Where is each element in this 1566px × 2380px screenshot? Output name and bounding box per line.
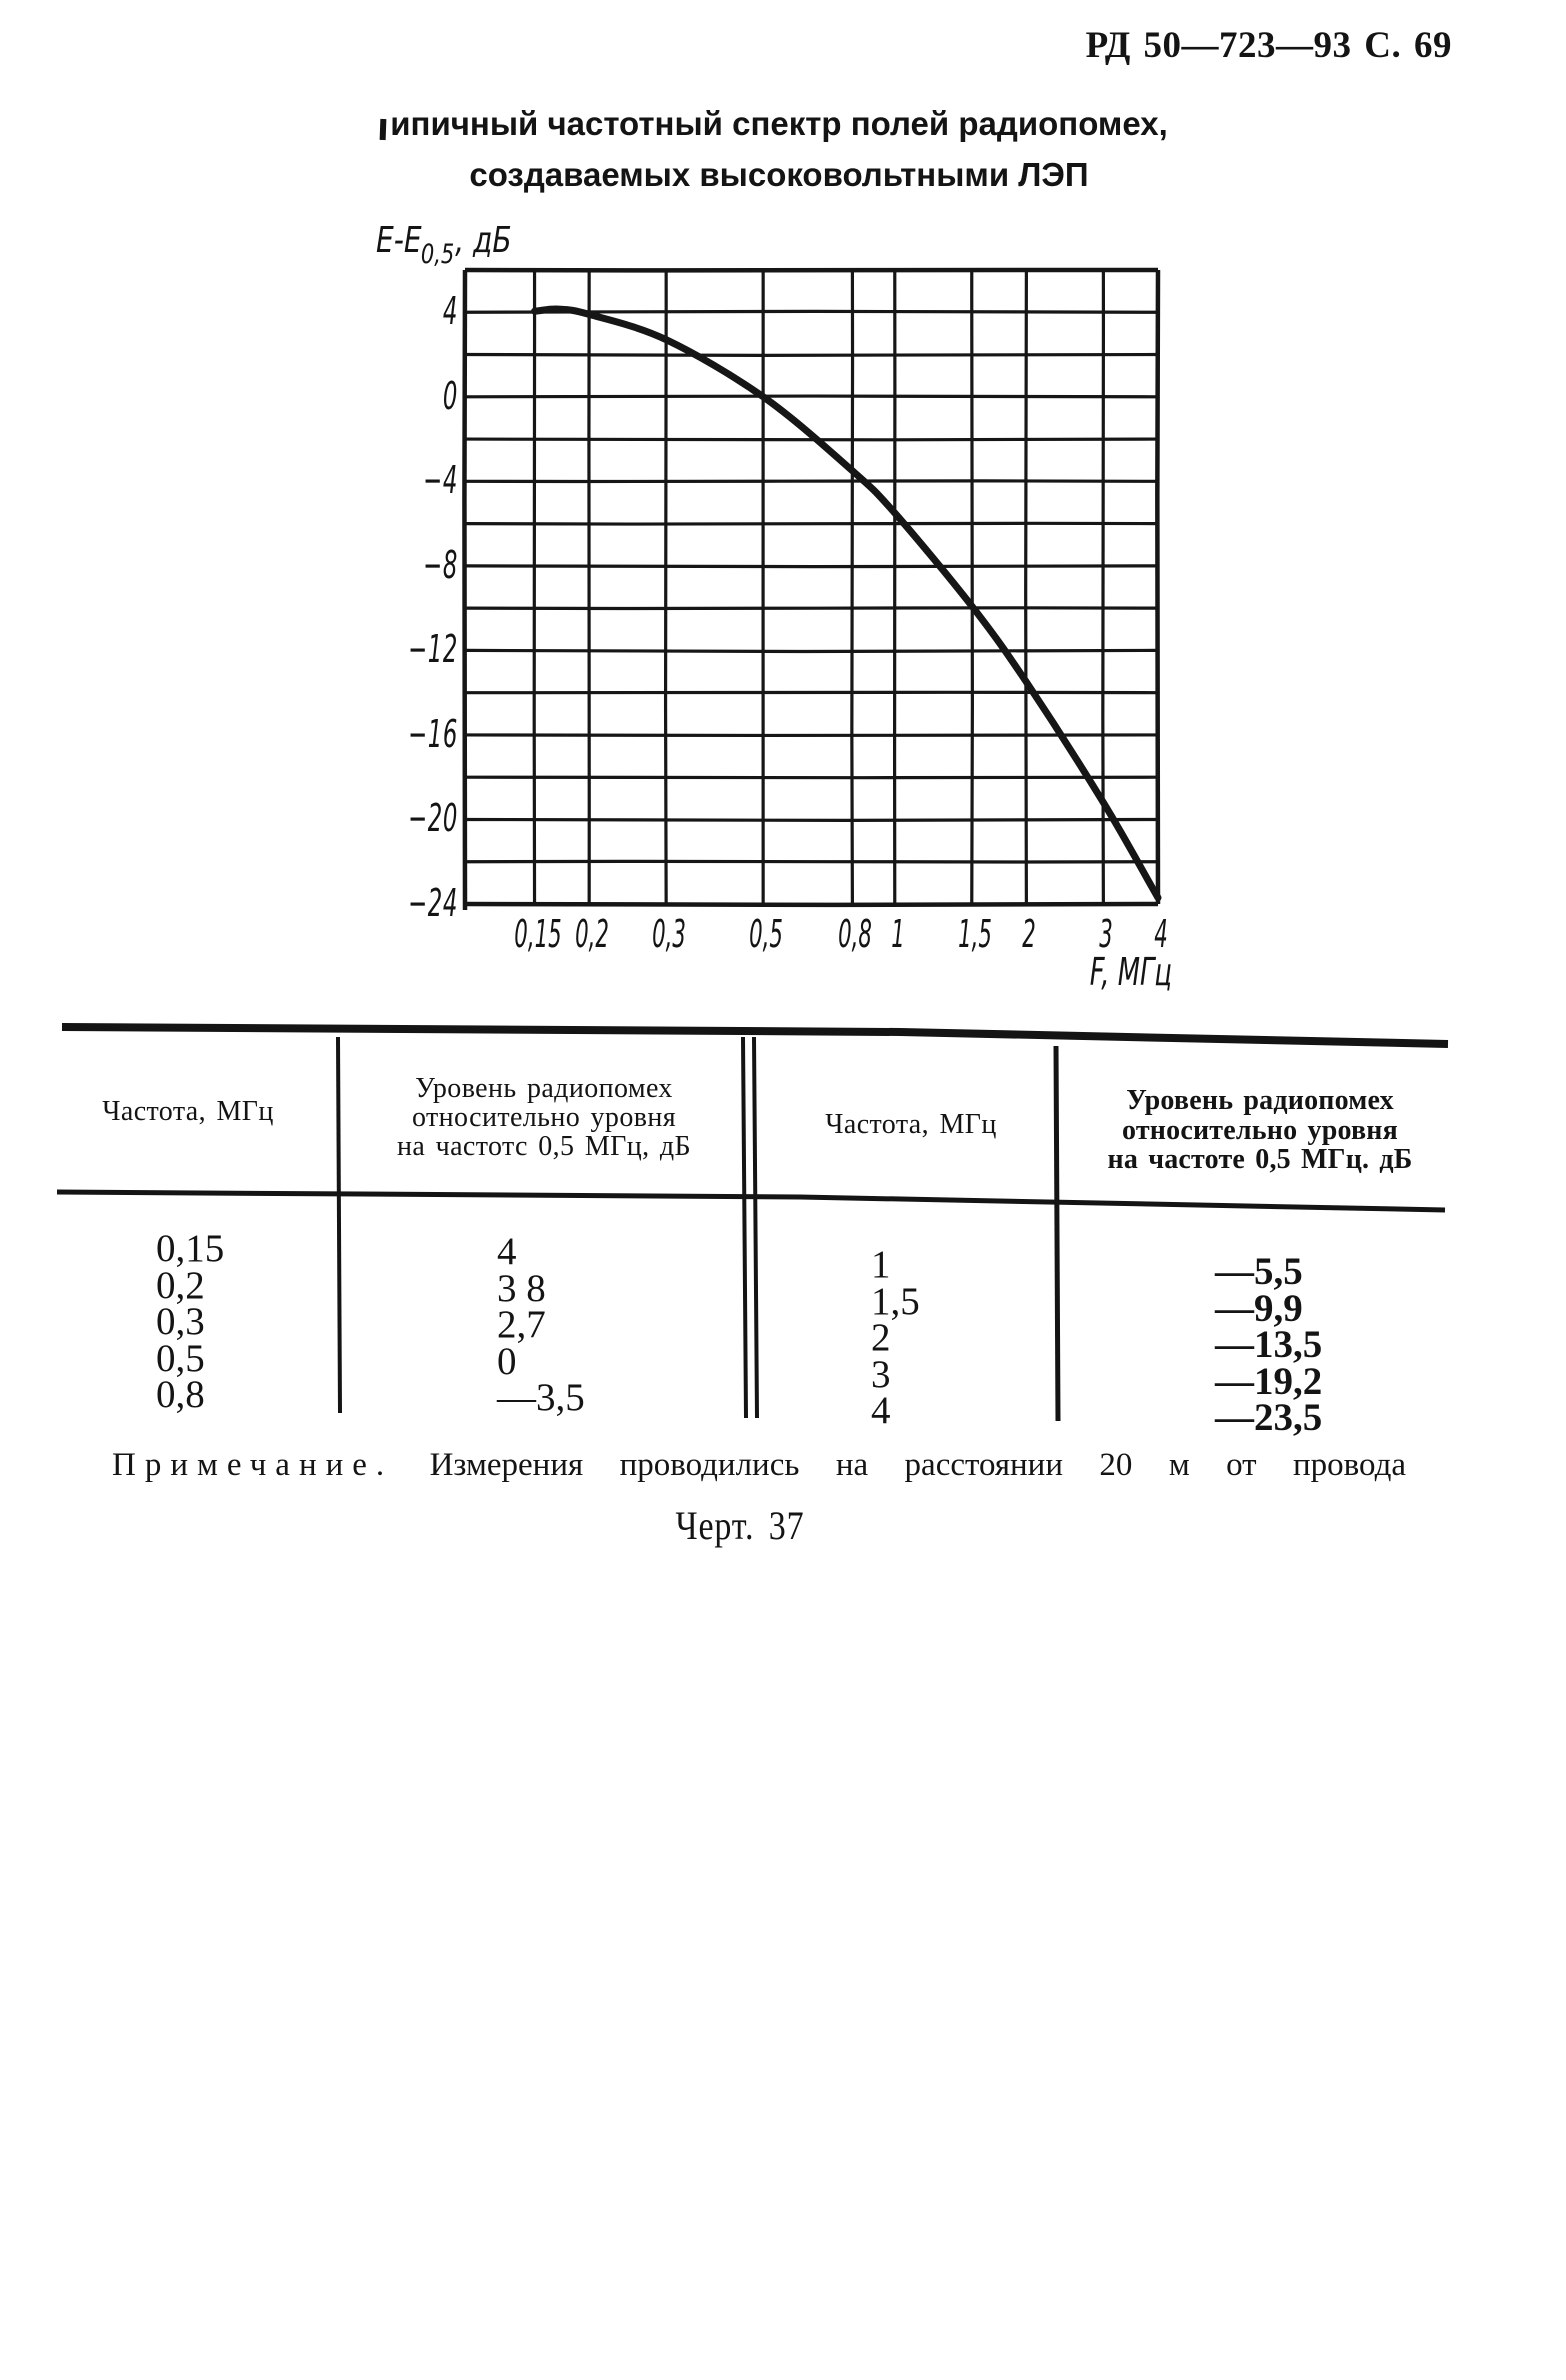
x-tick-label: 0,2 [575,912,610,956]
table-col3-values: 1 1,5 2 3 4 [871,1243,920,1433]
table-col1-values: 0,15 0,2 0,3 0,5 0,8 [156,1227,225,1417]
table-cell: 2,7 [497,1303,546,1347]
x-axis-title: F, МГц [1089,950,1172,994]
x-tick-label: 0,15 [513,912,562,956]
y-tick-label: −20 [408,796,458,841]
table-cell: —19,2 [1215,1359,1323,1403]
table-separator-2b [752,1036,759,1419]
table-header-col1: Частота, МГц [102,1096,274,1127]
y-tick-label: −8 [423,542,458,587]
x-tick-label: 4 [1154,912,1168,956]
note-text: Измерения проводились на расстоянии 20 м… [429,1447,1407,1483]
table-rules [56,1023,1449,1422]
table-cell: —23,5 [1215,1396,1323,1440]
table-cell: 2 [871,1316,891,1360]
figure-title: ипичный частотный спектр полей радиопоме… [92,98,1466,200]
table-separator-1 [336,1036,342,1414]
table-header-col2-line3: на частотс 0,5 МГц, дБ [396,1131,692,1162]
y-tick-label: −16 [408,711,458,756]
table-cell: —13,5 [1215,1323,1323,1367]
table-header-col4-line3: на частоте 0,5 МГц. дБ [1107,1144,1413,1175]
table-header-col2-line1: Уровень радиопомех [415,1073,673,1104]
y-tick-label: −4 [423,458,458,503]
table-header-rule [56,1189,1446,1213]
table-header-col4-line1: Уровень радиопомех [1126,1085,1394,1116]
table-header-col2-line2: относительно уровня [411,1102,677,1133]
table-cell: —9,9 [1215,1286,1303,1330]
x-tick-label: 0,3 [652,912,687,956]
table-top-rule [61,1023,1449,1048]
table-separator-2a [741,1036,748,1419]
y-tick-label: −12 [408,627,458,672]
x-tick-label: 0,8 [838,912,873,956]
table-header-col3: Частота, МГц [825,1109,997,1140]
table-cell: 0,3 [156,1300,205,1344]
table-header-col4-line2: относительно уровня [1122,1114,1398,1146]
table-cell: 4 [497,1230,517,1273]
x-tick-label: 3 [1099,912,1114,956]
y-axis-title-unit: , дБ [455,220,512,261]
table-cell: 0,8 [156,1373,205,1417]
table-col2-values: 4 3 8 2,7 0 —3,5 [497,1230,585,1420]
note-label: Примечание. [112,1447,394,1483]
table-cell: 3 8 [497,1266,546,1310]
figure-title-line1: ипичный частотный спектр полей радиопоме… [390,105,1168,142]
table-cell: —5,5 [1215,1250,1303,1293]
table-cell: 0,2 [156,1263,205,1307]
x-tick-label: 1,5 [957,912,992,956]
chart-grid-and-curve [462,267,1162,911]
table-cell: —3,5 [497,1376,585,1420]
table-separator-3 [1053,1045,1061,1422]
figure-title-line2: создаваемых высоковольтными ЛЭП [469,156,1089,193]
y-tick-label: 0 [442,373,458,418]
x-tick-label: 1 [890,912,905,956]
figure-caption: Черт. 37 [675,1503,805,1548]
x-tick-label: 0,5 [749,912,784,956]
x-tick-label: 2 [1022,912,1037,956]
table-cell: 3 [871,1352,891,1396]
table-cell: 0 [497,1339,517,1383]
y-tick-label: 4 [442,289,458,334]
page-header: РД 50—723—93 С. 69 [1085,25,1452,66]
table-cell: 1 [871,1243,891,1286]
clipped-letter-fragment [379,118,387,141]
y-tick-label: −24 [408,881,458,925]
table-cell: 1,5 [871,1279,920,1323]
table-cell: 0,5 [156,1336,205,1380]
table-cell: 4 [871,1389,891,1433]
y-axis-title-sub: 0,5 [420,239,455,271]
table-note: Примечание. Измерения проводились на рас… [112,1447,1406,1484]
table-cell: 0,15 [156,1227,225,1270]
table-col4-values: —5,5 —9,9 —13,5 —19,2 —23,5 [1215,1250,1323,1440]
table-header-col2: Уровень радиопомех относительно уровня н… [360,1074,728,1161]
y-axis-title: E-E0,5, дБ [376,220,512,271]
y-axis-title-main: E-E [376,220,422,261]
table-header-col4: Уровень радиопомех относительно уровня н… [1076,1086,1444,1175]
